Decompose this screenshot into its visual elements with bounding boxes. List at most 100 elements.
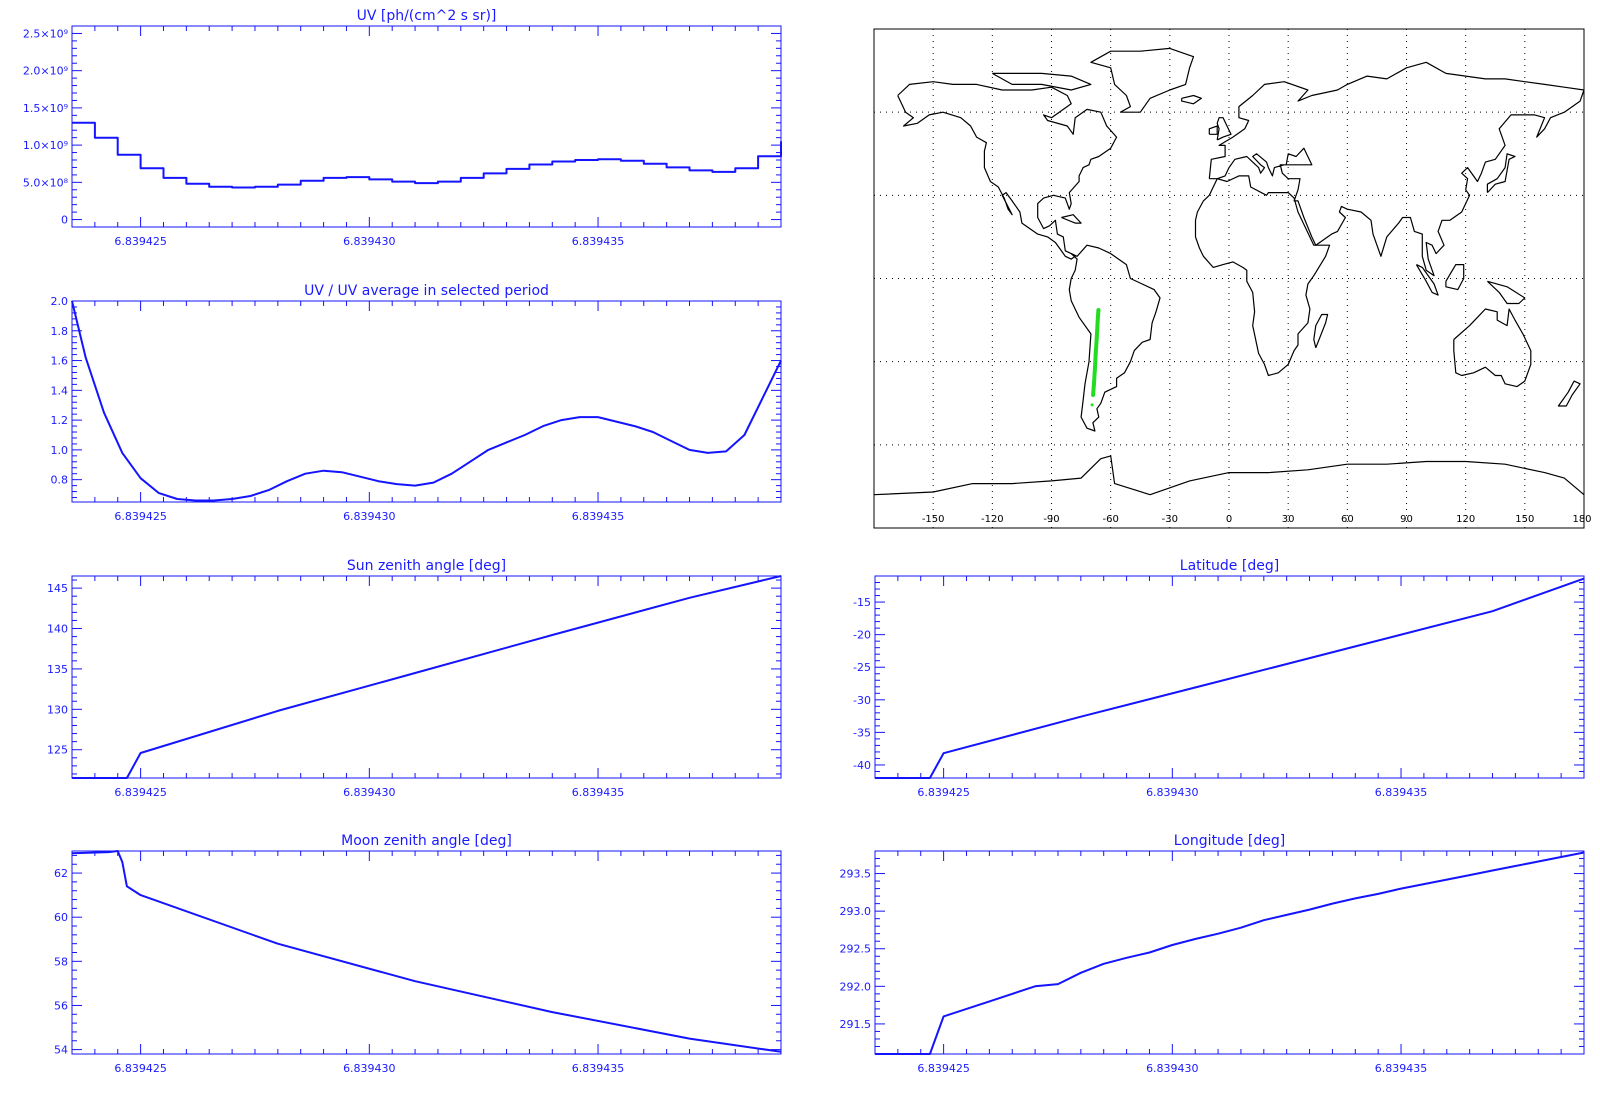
chart-uv-ratio: UV / UV average in selected period 6.8394…: [51, 283, 782, 523]
coastline: [897, 81, 1118, 260]
y-tick-label: 292.0: [840, 980, 872, 993]
y-tick-label: 2.0: [51, 295, 69, 308]
x-tick-label: 6.839430: [1146, 786, 1199, 799]
coastline: [1061, 214, 1082, 224]
y-tick-label: 291.5: [840, 1018, 872, 1031]
x-tick-label: 6.839435: [572, 510, 625, 523]
x-tick-label: 6.839430: [343, 235, 396, 248]
coastline: [1194, 175, 1331, 377]
y-tick-label: 1.0: [51, 444, 69, 457]
y-tick-label: 62: [54, 867, 68, 880]
coastline: [1208, 125, 1218, 135]
plot-frame: [71, 300, 782, 503]
x-tick-label: 6.839435: [1375, 1062, 1428, 1075]
x-tick-label: 6.839435: [572, 786, 625, 799]
coastline: [992, 72, 1092, 91]
y-tick-label: 292.5: [840, 943, 872, 956]
track-marker: [1090, 403, 1094, 407]
y-tick-label: -25: [853, 661, 871, 674]
map-lon-label: -90: [1043, 514, 1059, 525]
x-tick-label: 6.839435: [572, 235, 625, 248]
y-tick-label: 60: [54, 911, 68, 924]
chart-sun-zenith: Sun zenith angle [deg] 6.839425 6.839430 6.…: [47, 558, 782, 799]
y-tick-label: 56: [54, 999, 68, 1012]
x-tick-label: 6.839425: [917, 786, 970, 799]
y-tick-label: 1.5×10⁹: [23, 102, 68, 115]
coastline: [1313, 313, 1329, 349]
y-tick-label: -30: [853, 694, 871, 707]
chart-title: Moon zenith angle [deg]: [341, 833, 512, 849]
map-lon-label: 60: [1341, 514, 1354, 525]
plot-frame: [71, 575, 782, 779]
chart-moon-zenith: Moon zenith angle [deg] 6.839425 6.839430 6…: [54, 833, 782, 1075]
track-point: [1094, 336, 1099, 341]
coastline: [1486, 153, 1516, 194]
chart-latitude: Latitude [deg] 6.839425 6.839430 6.839435 -4…: [853, 558, 1585, 799]
y-tick-label: 135: [47, 663, 68, 676]
map-lon-label: -60: [1102, 514, 1118, 525]
map-lon-label: -30: [1162, 514, 1178, 525]
x-tick-label: 6.839430: [343, 1062, 396, 1075]
y-tick-label: 293.0: [840, 905, 872, 918]
chart-uv: UV [ph/(cm^2 s sr)] 6.839425 6.839430 6.839…: [23, 8, 782, 248]
coastline: [1208, 61, 1585, 277]
x-tick-label: 6.839430: [343, 786, 396, 799]
track-point: [1096, 308, 1101, 313]
map-lon-label: 180: [1572, 514, 1591, 525]
y-tick-label: 145: [47, 582, 68, 595]
map-lon-label: -120: [981, 514, 1004, 525]
chart-title: Latitude [deg]: [1180, 558, 1279, 574]
y-tick-label: 293.5: [840, 868, 872, 881]
y-tick-label: 5.0×10⁸: [23, 176, 69, 189]
y-tick-label: 1.2: [51, 414, 69, 427]
plot-frame: [874, 850, 1585, 1055]
coastline: [1068, 244, 1161, 432]
world-map: -150 -120 -90 -60 -30 0 30 60 90 120 150 180: [873, 28, 1592, 529]
y-tick-label: -40: [853, 759, 871, 772]
x-tick-label: 6.839430: [343, 510, 396, 523]
x-tick-label: 6.839425: [114, 235, 167, 248]
coastline: [1216, 117, 1232, 141]
y-tick-label: -35: [853, 726, 871, 739]
map-lon-label: 0: [1226, 514, 1232, 525]
coastline: [1415, 264, 1439, 296]
chart-title: Sun zenith angle [deg]: [347, 558, 506, 574]
series-line: [72, 575, 782, 779]
y-tick-label: 0: [61, 214, 68, 227]
map-lon-label: 150: [1515, 514, 1534, 525]
x-tick-label: 6.839425: [917, 1062, 970, 1075]
track-point: [1091, 382, 1096, 387]
y-tick-label: 1.6: [51, 355, 69, 368]
chart-title: UV [ph/(cm^2 s sr)]: [357, 8, 497, 24]
y-tick-label: 140: [47, 623, 68, 636]
y-tick-label: 130: [47, 703, 68, 716]
y-tick-label: -20: [853, 629, 871, 642]
x-tick-label: 6.839435: [1375, 786, 1428, 799]
plot-frame: [71, 850, 782, 1055]
series-line: [72, 121, 782, 189]
coastline: [873, 455, 1585, 496]
y-tick-label: 1.0×10⁹: [23, 139, 68, 152]
y-tick-label: 2.0×10⁹: [23, 65, 68, 78]
coastline: [1486, 280, 1526, 305]
coastline: [1445, 264, 1465, 291]
map-lon-label: 90: [1400, 514, 1413, 525]
y-tick-label: 0.8: [51, 474, 69, 487]
series-line: [71, 300, 782, 502]
y-tick-label: 58: [54, 955, 68, 968]
map-lon-label: 30: [1282, 514, 1295, 525]
y-tick-label: 125: [47, 744, 68, 757]
x-tick-label: 6.839430: [1146, 1062, 1199, 1075]
plot-frame: [874, 575, 1585, 779]
map-lon-label: -150: [922, 514, 945, 525]
track-point: [1093, 351, 1098, 356]
series-line: [71, 850, 782, 1053]
y-tick-label: -15: [853, 596, 871, 609]
y-tick-label: 2.5×10⁹: [23, 27, 68, 40]
coastline: [1557, 380, 1581, 407]
track-point: [1095, 321, 1100, 326]
coastline: [1181, 94, 1202, 105]
coastline: [1453, 308, 1532, 388]
chart-title: UV / UV average in selected period: [304, 283, 549, 299]
